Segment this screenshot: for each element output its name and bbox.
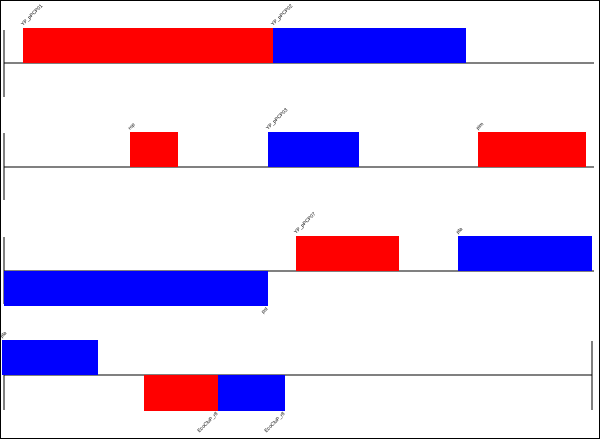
feature-label: pim: [475, 121, 485, 131]
feature-label: pst: [260, 306, 269, 315]
feature-forward: [273, 28, 466, 63]
feature-label: pla: [0, 330, 8, 339]
feature-forward: [130, 132, 178, 167]
feature-forward: [23, 28, 273, 63]
feature-forward: [268, 132, 359, 167]
feature-forward: [458, 236, 592, 271]
feature-reverse: [144, 375, 218, 411]
feature-reverse: [218, 375, 285, 411]
feature-label: pla: [455, 226, 464, 235]
feature-reverse: [4, 271, 268, 306]
feature-forward: [2, 340, 98, 375]
feature-forward: [478, 132, 586, 167]
feature-forward: [296, 236, 399, 271]
feature-label: rop: [127, 122, 137, 132]
